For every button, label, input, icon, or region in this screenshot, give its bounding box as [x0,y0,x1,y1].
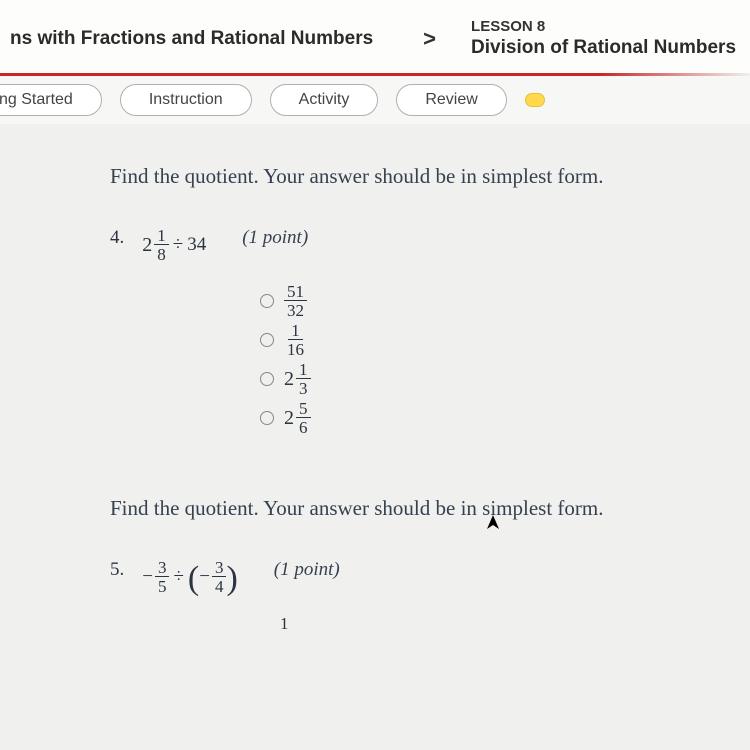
numerator: 1 [154,227,169,245]
paren-close: ) [226,567,237,591]
question-4: 4. 2 1 8 ÷ 34 (1 point) [110,227,690,263]
question-number: 4. [110,227,124,249]
expression: − 3 5 ÷ ( − 3 4 ) [142,559,238,595]
option-b[interactable]: 1 16 [260,322,690,358]
question-number: 5. [110,559,124,581]
option-d[interactable]: 2 5 6 [260,400,690,436]
lesson-label: LESSON 8 [471,18,736,35]
option-a[interactable]: 51 32 [260,283,690,319]
points: (1 point) [274,559,340,581]
tab-instruction[interactable]: Instruction [120,84,252,116]
paren-open: ( [188,567,199,591]
options: 51 32 1 16 2 1 3 2 [260,283,690,436]
tab-next[interactable] [525,93,545,107]
expression: 2 1 8 ÷ 34 [142,227,206,263]
operator: ÷ [173,234,183,256]
tab-getting-started[interactable]: ng Started [0,84,102,116]
denominator: 8 [154,245,169,263]
tabs: ng Started Instruction Activity Review [0,76,750,124]
breadcrumb-left[interactable]: ns with Fractions and Rational Numbers [10,28,373,50]
breadcrumb-right[interactable]: LESSON 8 Division of Rational Numbers [471,18,736,59]
option-c[interactable]: 2 1 3 [260,361,690,397]
radio-icon[interactable] [260,333,274,347]
header: ns with Fractions and Rational Numbers >… [0,0,750,73]
chevron-right-icon: > [423,26,436,52]
cursor-icon [485,512,501,537]
tab-review[interactable]: Review [396,84,506,116]
radio-icon[interactable] [260,294,274,308]
radio-icon[interactable] [260,411,274,425]
trailing-fraction: 1 [280,615,690,634]
tab-activity[interactable]: Activity [270,84,379,116]
question-5: 5. − 3 5 ÷ ( − 3 4 ) (1 point) [110,559,690,595]
whole: 2 [142,234,152,257]
points: (1 point) [242,227,308,249]
right-operand: 34 [187,234,206,256]
radio-icon[interactable] [260,372,274,386]
instruction-text-2: Find the quotient. Your answer should be… [110,496,690,521]
lesson-title: Division of Rational Numbers [471,37,736,59]
instruction-text: Find the quotient. Your answer should be… [110,164,690,189]
content: Find the quotient. Your answer should be… [0,124,750,654]
